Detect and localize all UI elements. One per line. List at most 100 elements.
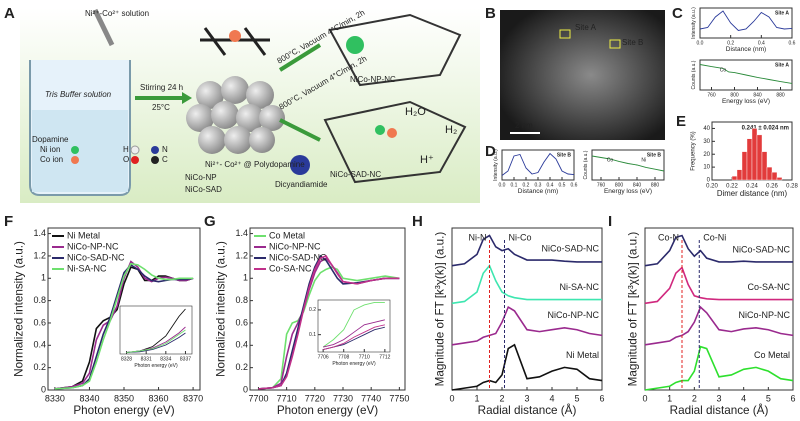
label: H⁺ [420,154,434,166]
y-tick-label: 0.8 [33,295,46,305]
x-tick-label: 8360 [149,393,169,403]
x-tick-label: 8334 [160,356,171,362]
y-tick-label: 10 [703,165,710,171]
x-tick-label: 0.6 [789,40,796,46]
legend-label: Ni-SA-NC [67,263,107,273]
panel-label: I [608,213,612,230]
series-line [644,234,793,267]
series-line [323,324,385,350]
chart-title: Site B [557,152,572,158]
y-tick-label: 20 [703,152,710,158]
series-label: Co Metal [754,350,790,360]
x-tick-label: 3 [716,393,721,403]
series-line [54,260,194,390]
chart-title: Site A [775,62,789,68]
x-tick-label: 4 [741,393,746,403]
reference-label: Ni-N [469,232,487,242]
x-tick-label: 7750 [389,393,409,403]
histogram-bar [751,128,758,181]
histogram-bar [761,151,768,181]
label: O [123,155,129,164]
histogram-bar [756,134,763,181]
sphere-cluster [186,76,285,154]
series-line [644,345,794,391]
arrow [279,118,321,142]
x-tick-label: 7712 [379,354,390,360]
x-tick-label: 0.22 [726,184,738,190]
y-axis-label: Frequency (%) [690,131,696,170]
legend-label: Ni Metal [67,230,100,240]
y-axis-label: Normalized intensity (a.u.) [12,241,25,377]
site-box [559,29,571,39]
y-tick-label: 1.2 [235,250,248,260]
y-tick-label: 0.6 [33,317,46,327]
series-line [322,302,385,348]
x-axis-label: Energy loss (eV) [604,188,652,195]
series-label: NiCo-SAD-NC [732,244,790,254]
series-line [126,332,186,353]
series-label: Ni-SA-NC [560,282,600,292]
chart-title: 0.241 ± 0.024 nm [742,126,789,132]
x-tick-label: 6 [790,393,795,403]
chart-title: Site B [647,152,662,158]
legend-o [131,156,139,164]
x-tick-label: 7706 [318,354,329,360]
panel-b: Site A Site B 2 nm [500,10,665,140]
label: Tris Buffer solution [45,90,112,99]
x-tick-label: 0.24 [746,184,758,190]
legend-co [71,156,79,164]
panel-a: Ni²⁺-Co²⁺ solution Tris Buffer solution … [20,8,480,203]
x-tick-label: 0 [449,393,454,403]
label: 25°C [152,103,170,112]
y-tick-label: 0.2 [309,307,316,313]
x-tick-label: 0.3 [535,182,542,188]
label: NiCo-NP [185,173,217,182]
series-line [54,262,194,390]
x-tick-label: 0.4 [758,40,765,46]
y-axis-label: Magnitude of FT [k³χ(k)] (a.u.) [626,232,639,387]
series-line [644,266,793,305]
reference-label: Ni-Co [509,232,532,242]
series-line [451,305,603,346]
x-tick-label: 760 [597,182,606,188]
label: Ni²⁺- Co²⁺ @ Polydopamine [205,160,305,169]
annotation: Ni [641,157,646,163]
inset-frame [119,305,193,355]
panel-label: C [672,5,683,22]
x-tick-label: 8337 [180,356,191,362]
graphene-np [328,13,462,87]
x-tick-label: 1 [474,393,479,403]
y-tick-label: 0.8 [235,295,248,305]
x-tick-label: 4 [549,393,554,403]
label: NiCo-SAD-NC [330,170,381,179]
label: H₂O [405,106,426,118]
series-label: Co-SA-NC [747,282,790,292]
legend-h [130,145,140,155]
arrowhead [182,92,192,104]
plot-frame [501,149,575,181]
x-tick-label: 0.5 [559,182,566,188]
series-line [699,64,793,84]
label: 2 nm [515,121,533,130]
series-label: Ni Metal [566,350,599,360]
label: Dicyandiamide [275,180,328,189]
x-tick-label: 880 [776,92,785,98]
y-tick-label: 0.1 [309,332,316,338]
x-tick-label: 8330 [45,393,65,403]
chart-title: Site A [775,10,789,16]
x-tick-label: 0.20 [706,184,718,190]
y-tick-label: 0 [41,384,46,394]
x-tick-label: 7720 [305,393,325,403]
x-tick-label: 800 [615,182,624,188]
label: Dopamine [32,135,69,144]
y-axis-label: Counts (a.u.) [691,60,697,89]
panel-label: H [412,213,423,230]
histogram-bar [766,166,773,181]
x-tick-label: 2 [692,393,697,403]
micrograph [500,10,665,140]
x-axis-label: Distance (nm) [518,188,558,195]
x-tick-label: 840 [753,92,762,98]
x-axis-label: Radial distance (Å) [670,404,769,417]
label: Co ion [40,155,63,164]
